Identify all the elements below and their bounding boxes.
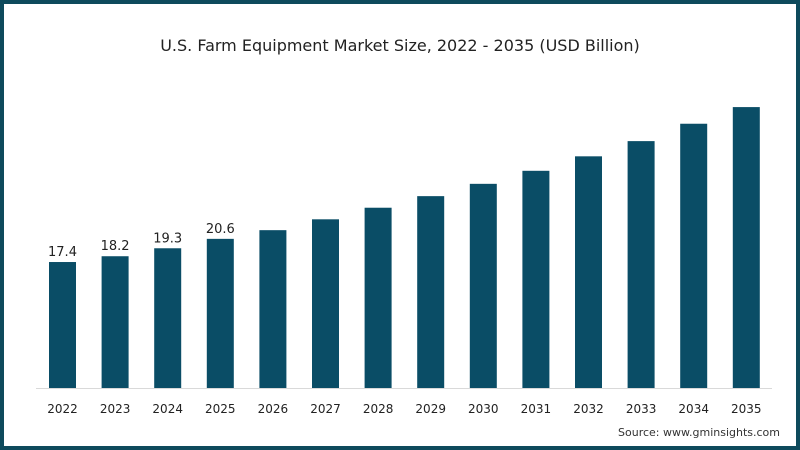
bar-2030 <box>469 183 497 388</box>
bar-2027 <box>312 219 339 388</box>
bar-2022 <box>49 262 76 388</box>
bar-2033 <box>627 141 655 388</box>
bar-2024 <box>154 248 182 388</box>
x-tick-label: 2026 <box>258 402 289 416</box>
x-tick-label: 2024 <box>152 402 183 416</box>
x-tick-label: 2027 <box>310 402 341 416</box>
bar-2026 <box>259 230 287 388</box>
x-tick-label: 2025 <box>205 402 236 416</box>
x-tick-label: 2032 <box>573 402 604 416</box>
x-tick-label: 2022 <box>47 402 78 416</box>
bar-2035 <box>732 107 760 388</box>
data-label: 18.2 <box>101 239 130 254</box>
x-tick-label: 2030 <box>468 402 499 416</box>
x-tick-label: 2031 <box>521 402 552 416</box>
x-tick-label: 2035 <box>731 402 762 416</box>
x-tick-label: 2023 <box>100 402 131 416</box>
x-tick-label: 2033 <box>626 402 657 416</box>
bar-2023 <box>101 256 129 388</box>
bar-2029 <box>417 196 445 388</box>
bar-2025 <box>206 238 234 388</box>
bar-2034 <box>680 123 708 389</box>
bar-2028 <box>364 207 392 388</box>
data-label: 20.6 <box>206 222 235 237</box>
x-tick-label: 2034 <box>678 402 709 416</box>
x-tick-label: 2029 <box>415 402 446 416</box>
chart-title: U.S. Farm Equipment Market Size, 2022 - … <box>160 36 640 55</box>
source-note: Source: www.gminsights.com <box>618 426 780 439</box>
data-label: 17.4 <box>48 245 77 260</box>
data-label: 19.3 <box>153 231 182 246</box>
x-tick-label: 2028 <box>363 402 394 416</box>
bar-2032 <box>575 156 602 388</box>
bar-2031 <box>522 170 550 388</box>
